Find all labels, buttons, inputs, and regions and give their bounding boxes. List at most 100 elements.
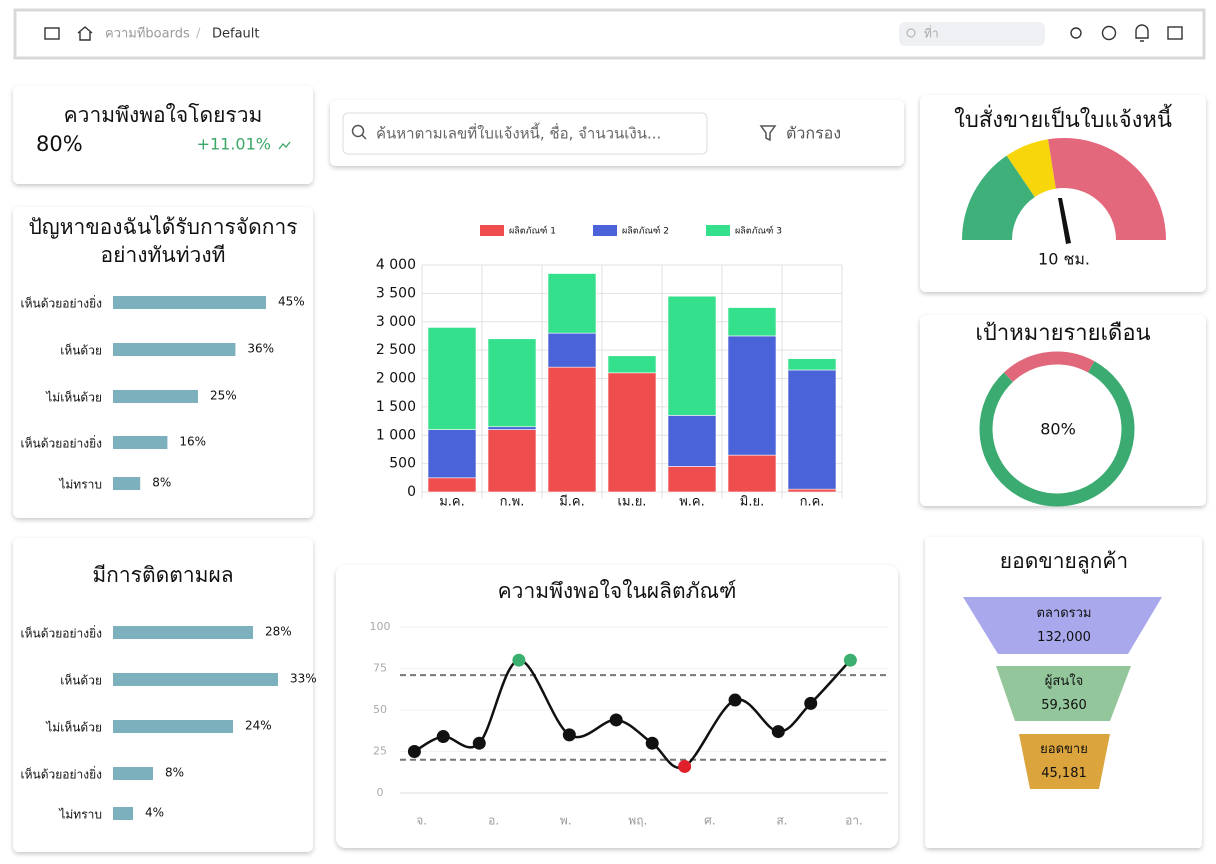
bar-segment xyxy=(607,372,657,493)
kpi-value: 80% xyxy=(36,132,83,156)
y-tick-label: 3 000 xyxy=(376,314,416,330)
x-tick-label: ก.ค. xyxy=(800,495,825,510)
search-placeholder: ค้นหาตามเลขที่ใบแจ้งหนี้, ชื่อ, จำนวนเงิ… xyxy=(376,123,661,143)
y-tick-label: 0 xyxy=(377,786,384,799)
bell-icon[interactable] xyxy=(1135,24,1149,42)
home-icon[interactable] xyxy=(77,26,93,41)
legend-swatch xyxy=(480,225,504,236)
funnel-title: ยอดขายลูกค้า xyxy=(1000,549,1128,574)
breadcrumb: Default xyxy=(212,27,260,42)
bar-segment xyxy=(607,355,657,374)
y-tick-label: 75 xyxy=(373,662,387,675)
bar-label: เห็นด้วยอย่างยิ่ง xyxy=(20,625,102,641)
bar-segment xyxy=(727,335,777,456)
stage-name: ตลาดรวม xyxy=(1036,606,1091,621)
y-tick-label: 0 xyxy=(407,484,416,500)
point xyxy=(609,713,623,727)
filter-button[interactable]: ตัวกรอง xyxy=(786,124,841,143)
sidebar-icon[interactable] xyxy=(1167,26,1183,40)
gauge-segment xyxy=(962,155,1035,240)
stage-value: 132,000 xyxy=(1037,630,1091,645)
bar-value: 8% xyxy=(152,476,171,490)
point xyxy=(407,745,421,758)
bar xyxy=(113,390,198,403)
folder-icon[interactable] xyxy=(44,27,60,40)
point xyxy=(728,693,742,707)
bar-value: 33% xyxy=(290,672,317,686)
kpi-card xyxy=(13,86,313,184)
bar-segment xyxy=(727,307,777,337)
point xyxy=(472,736,486,750)
history-icon[interactable] xyxy=(1101,25,1117,41)
stage-name: ยอดขาย xyxy=(1040,742,1088,757)
line-card xyxy=(336,565,898,848)
point xyxy=(512,653,526,667)
y-tick-label: 500 xyxy=(389,456,416,472)
bar-label: เห็นด้วยอย่างยิ่ง xyxy=(20,435,102,451)
legend-label: ผลิตภัณฑ์ 2 xyxy=(622,225,669,237)
bar-value: 24% xyxy=(245,719,272,733)
y-tick-label: 1 000 xyxy=(376,427,416,443)
y-tick-label: 50 xyxy=(373,703,387,716)
search-icon xyxy=(906,28,916,38)
bar-segment xyxy=(427,477,477,493)
bar xyxy=(113,720,233,733)
theme-icon[interactable] xyxy=(1070,27,1082,39)
gauge-label: 10 ชม. xyxy=(1038,250,1090,269)
kpi-title: ความพึงพอใจโดยรวม xyxy=(64,103,263,127)
gauge-segment xyxy=(1006,139,1056,197)
funnel-stage xyxy=(963,597,1162,654)
y-tick-label: 100 xyxy=(370,620,391,633)
bar-label: ไม่เห็นด้วย xyxy=(45,390,102,405)
y-tick-label: 1 500 xyxy=(376,399,416,415)
point xyxy=(678,759,692,773)
bar-label: ไม่ทราบ xyxy=(58,478,102,492)
legend-label: ผลิตภัณฑ์ 1 xyxy=(509,225,556,237)
bar-label: เห็นด้วย xyxy=(60,673,102,688)
gauge-title: ใบสั่งขายเป็นใบแจ้งหนี้ xyxy=(954,104,1172,133)
x-tick-label: อา. xyxy=(845,814,863,828)
x-tick-label: พ. xyxy=(560,814,572,828)
bar-value: 28% xyxy=(265,625,292,639)
filter-icon[interactable] xyxy=(759,125,777,142)
y-tick-label: 2 500 xyxy=(376,342,416,358)
bar-label: เห็นด้วยอย่างยิ่ง xyxy=(20,766,102,782)
bar-segment xyxy=(427,429,477,479)
gauge-card xyxy=(920,95,1206,292)
donut-arc xyxy=(979,361,1135,507)
gauge-needle xyxy=(1058,198,1071,244)
bar-value: 16% xyxy=(179,435,206,449)
bar xyxy=(113,296,266,309)
x-tick-label: ส. xyxy=(776,814,787,828)
search-placeholder: ที่า xyxy=(924,25,939,41)
bar-value: 25% xyxy=(210,389,237,403)
point xyxy=(562,728,576,742)
bar-value: 4% xyxy=(145,806,164,820)
y-tick-label: 3 500 xyxy=(376,285,416,301)
x-tick-label: ม.ค. xyxy=(439,495,465,510)
breadcrumb-separator: / xyxy=(196,27,201,42)
point xyxy=(771,725,785,739)
bar-segment xyxy=(487,338,537,428)
bar-segment xyxy=(547,332,597,368)
bar-value: 45% xyxy=(278,295,305,309)
point xyxy=(804,696,818,710)
bar-value: 36% xyxy=(247,342,274,356)
x-tick-label: ศ. xyxy=(704,814,715,828)
bar xyxy=(113,477,141,490)
bar xyxy=(113,807,133,820)
survey-title: ปัญหาของฉันได้รับการจัดการ xyxy=(28,215,297,239)
survey-card xyxy=(13,538,313,852)
bar-segment xyxy=(787,488,837,493)
x-tick-label: มิ.ย. xyxy=(740,495,764,510)
breadcrumb[interactable]: ความทีboards xyxy=(105,26,190,42)
x-tick-label: จ. xyxy=(416,814,427,828)
legend-swatch xyxy=(593,225,617,236)
search-input[interactable] xyxy=(342,112,708,155)
header-search[interactable] xyxy=(899,22,1045,46)
stage-value: 45,181 xyxy=(1041,766,1087,781)
stage-name: ผู้สนใจ xyxy=(1045,673,1083,689)
point xyxy=(436,730,450,744)
y-tick-label: 25 xyxy=(373,745,387,758)
bar-label: เห็นด้วย xyxy=(60,343,102,358)
